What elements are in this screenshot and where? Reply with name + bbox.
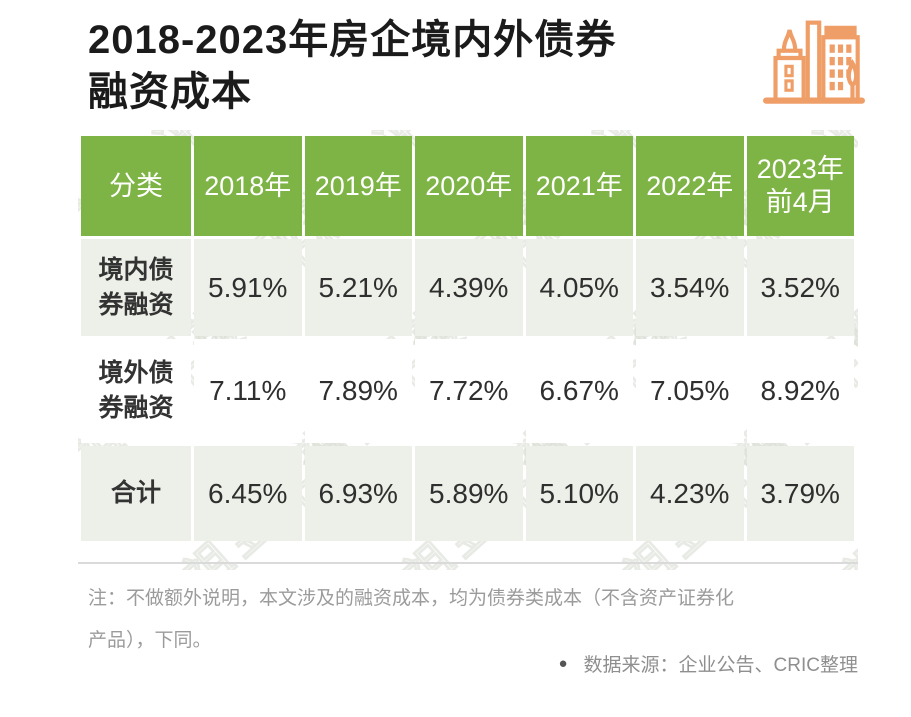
header-row: 分类 2018年 2019年 2020年 2021年 2022年 2023年 前4月 [81, 136, 854, 236]
source-text: 数据来源：企业公告、CRIC整理 [583, 655, 858, 676]
divider [78, 562, 858, 564]
column-header: 2021年 [525, 136, 633, 236]
value-cell: 4.05% [525, 239, 633, 336]
title-line-2: 融资成本 [88, 70, 252, 114]
value-cell: 7.72% [415, 339, 523, 443]
value-cell: 6.45% [194, 446, 302, 541]
value-cell: 7.89% [304, 339, 412, 443]
value-cell: 6.67% [525, 339, 633, 443]
title-line-1: 2018-2023年房企境内外债券 [88, 18, 617, 62]
value-cell: 4.39% [415, 239, 523, 336]
value-cell: 4.23% [636, 446, 744, 541]
source-bullet-icon: ● [558, 655, 568, 672]
value-cell: 5.10% [525, 446, 633, 541]
value-cell: 3.54% [636, 239, 744, 336]
report-title: 2018-2023年房企境内外债券 融资成本 [88, 14, 616, 118]
column-header: 分类 [81, 136, 191, 236]
finance-table: 分类 2018年 2019年 2020年 2021年 2022年 2023年 前4月 境内债 … [78, 133, 857, 544]
value-cell: 3.52% [746, 239, 854, 336]
footnote-line: 注：不做额外说明，本文涉及的融资成本，均为债券类成本（不含资产证券化 [88, 588, 735, 609]
column-header: 2019年 [304, 136, 412, 236]
value-cell: 5.89% [415, 446, 523, 541]
table-wrap: 分类 2018年 2019年 2020年 2021年 2022年 2023年 前4月 境内债 … [78, 133, 857, 544]
column-header: 2020年 [415, 136, 523, 236]
row-label-cell: 合计 [81, 446, 191, 541]
row-label-cell: 境内债 券融资 [81, 239, 191, 336]
value-cell: 5.21% [304, 239, 412, 336]
footnote-line: 产品），下同。 [88, 630, 212, 651]
table-row: 境内债 券融资 5.91% 5.21% 4.39% 4.05% 3.54% 3.52% [81, 239, 854, 336]
buildings-icon [763, 20, 865, 104]
value-cell: 7.11% [194, 339, 302, 443]
value-cell: 7.05% [636, 339, 744, 443]
column-header: 2022年 [636, 136, 744, 236]
column-header: 2018年 [194, 136, 302, 236]
value-cell: 5.91% [194, 239, 302, 336]
table-row: 合计 6.45% 6.93% 5.89% 5.10% 4.23% 3.79% [81, 446, 854, 541]
row-label-cell: 境外债 券融资 [81, 339, 191, 443]
table-row: 境外债 券融资 7.11% 7.89% 7.72% 6.67% 7.05% 8.92% [81, 339, 854, 443]
value-cell: 3.79% [746, 446, 854, 541]
column-header: 2023年 前4月 [746, 136, 854, 236]
data-source: ● 数据来源：企业公告、CRIC整理 [558, 650, 858, 677]
value-cell: 8.92% [746, 339, 854, 443]
footnote: 注：不做额外说明，本文涉及的融资成本，均为债券类成本（不含资产证券化 产品），下… [88, 578, 868, 662]
value-cell: 6.93% [304, 446, 412, 541]
